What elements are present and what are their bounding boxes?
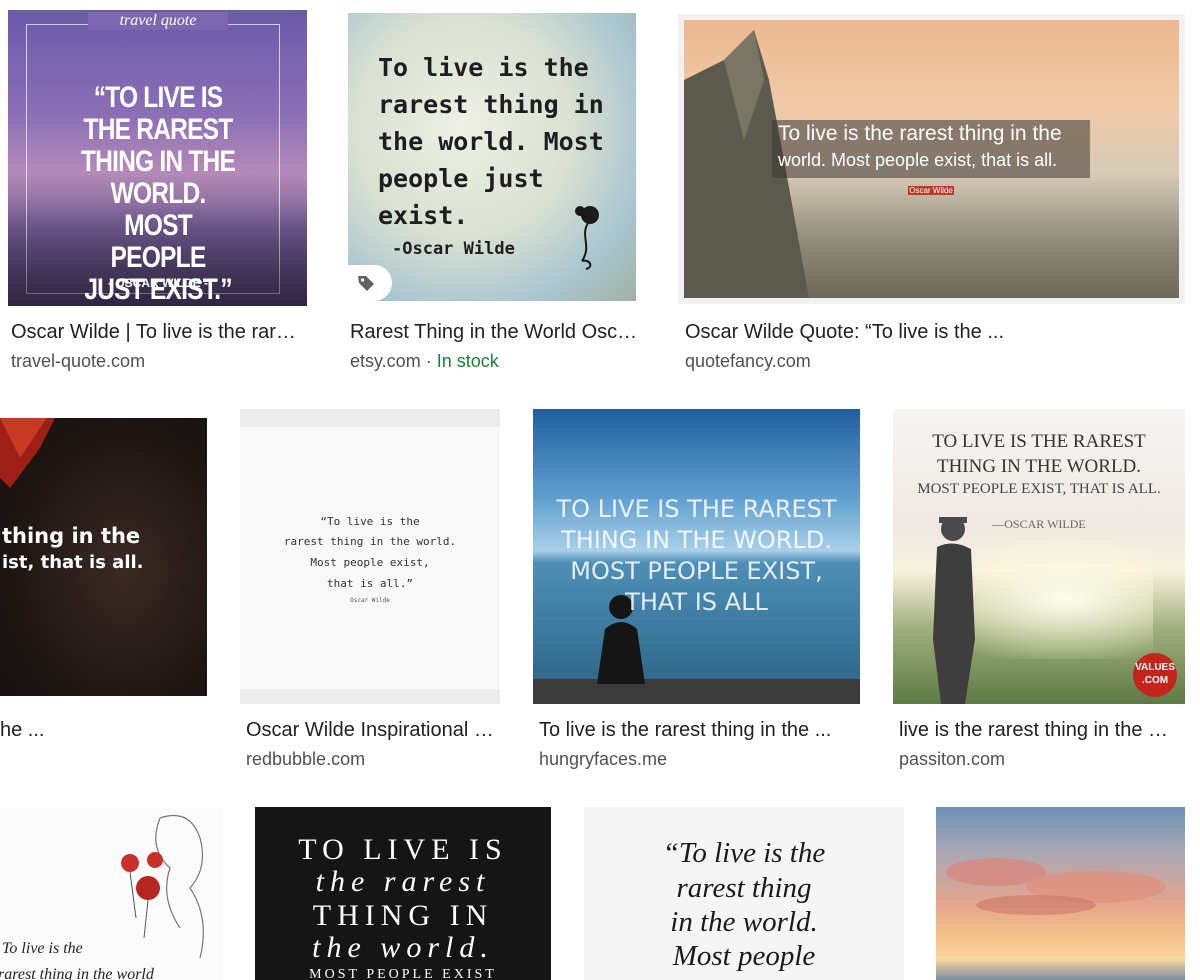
image-result-card[interactable]: To live is the rarest thing in the world — [0, 800, 230, 980]
stock-status: In stock — [436, 351, 499, 371]
separator: · — [425, 351, 432, 371]
quote-line-5: MOST PEOPLE EXIST — [309, 967, 497, 980]
result-title[interactable]: Rarest Thing in the World Osc… — [350, 321, 638, 343]
cliff-shape — [684, 20, 814, 298]
quote-line-2: rarest thing in the world — [0, 966, 154, 980]
tag-button[interactable] — [348, 265, 392, 301]
result-title[interactable]: he ... — [0, 719, 45, 741]
result-thumbnail[interactable]: “To live is the rarest thing in the worl… — [240, 409, 500, 704]
result-thumbnail[interactable]: To live is the rarest thing in the world — [0, 808, 222, 980]
author-text: —OSCAR WILDE — [992, 517, 1086, 531]
quote-text: To live is the rarest thing in the world… — [378, 53, 604, 230]
result-source: etsy.com · In stock — [350, 351, 499, 372]
result-title[interactable]: Oscar Wilde | To live is the rare… — [11, 321, 307, 343]
image-result-card[interactable]: “To live is the rarest thing in the worl… — [232, 405, 512, 785]
quote-line-2: ist, that is all. — [2, 552, 144, 573]
cloud-shape — [946, 847, 1176, 917]
author-text: Oscar Wilde — [350, 597, 390, 604]
tag-icon — [358, 276, 374, 291]
result-title[interactable]: live is the rarest thing in the … — [899, 719, 1169, 741]
quote-bar — [772, 120, 1090, 178]
image-result-card[interactable]: TO LIVE IS THE RAREST THING IN THE WORLD… — [525, 405, 875, 785]
leaf-shape — [0, 418, 90, 498]
quote-line-4: THAT IS ALL — [625, 588, 768, 616]
image-result-card[interactable]: To live is the rarest thing in the world… — [676, 0, 1200, 390]
author-text: -Oscar Wilde — [392, 239, 515, 259]
quote-line-2: the rarest — [315, 865, 491, 898]
result-thumbnail[interactable]: TO LIVE IS THE RAREST THING IN THE WORLD… — [533, 409, 860, 704]
quote-line-1: thing in the — [2, 524, 141, 548]
result-thumbnail[interactable]: travel quote “TO LIVE IS THE RAREST THIN… — [8, 10, 307, 306]
quote-line-3: in the world. — [670, 906, 818, 938]
result-title[interactable]: Oscar Wilde Inspirational … — [246, 719, 494, 741]
result-title[interactable]: Oscar Wilde Quote: “To live is the ... — [685, 321, 1004, 343]
print-area — [240, 427, 500, 689]
flower-icon — [570, 201, 604, 271]
author-text: - OSCAR WILDE - — [108, 276, 208, 290]
quote-line-2: THING IN THE WORLD. — [936, 456, 1142, 477]
result-source[interactable]: redbubble.com — [246, 749, 366, 769]
quote-line-1: TO LIVE IS THE RAREST — [932, 431, 1146, 452]
person-silhouette — [591, 589, 651, 684]
result-thumbnail[interactable]: thing in the ist, that is all. — [0, 418, 207, 696]
result-thumbnail[interactable]: TO LIVE IS THE RAREST THING IN THE WORLD… — [893, 409, 1185, 704]
image-result-card[interactable]: TO LIVE IS the rarest THING IN the world… — [247, 800, 567, 980]
quote-line-2: world. Most people exist, that is all. — [778, 150, 1058, 170]
image-result-card[interactable]: “To live is the rarest thing in the worl… — [576, 800, 916, 980]
quote-line-3: Most people exist, — [310, 556, 430, 569]
quote-line-2: THING IN THE WORLD. — [561, 526, 832, 554]
quote-line-2: rarest thing — [676, 872, 812, 904]
result-source[interactable]: travel-quote.com — [11, 351, 146, 371]
result-thumbnail[interactable]: To live is the rarest thing in the world… — [348, 13, 636, 301]
quote-line-3: MOST PEOPLE EXIST, — [570, 557, 823, 585]
result-source[interactable]: hungryfaces.me — [539, 749, 668, 769]
result-thumbnail[interactable]: To live is the rarest thing in the world… — [684, 20, 1179, 298]
source-domain[interactable]: etsy.com — [350, 351, 421, 371]
quote-line-1: To live is the rarest thing in the — [778, 122, 1062, 145]
result-source[interactable]: quotefancy.com — [685, 351, 811, 371]
image-result-card[interactable]: travel quote “TO LIVE IS THE RAREST THIN… — [0, 0, 320, 390]
image-result-card[interactable]: TO LIVE IS THE RAREST THING IN THE WORLD… — [885, 405, 1200, 785]
quote-line-1: TO LIVE IS THE RAREST — [556, 495, 837, 523]
logo-text: travel quote — [88, 12, 228, 30]
quote-line-2: rarest thing in the world. — [283, 535, 457, 548]
result-thumbnail[interactable] — [936, 807, 1185, 980]
image-result-card[interactable] — [928, 800, 1200, 980]
quote-line-4: the world. — [312, 931, 494, 964]
result-title[interactable]: To live is the rarest thing in the ... — [539, 719, 832, 741]
result-thumbnail[interactable]: “To live is the rarest thing in the worl… — [584, 807, 904, 980]
rocks-shape — [533, 679, 860, 704]
quote-line-4: Most people — [672, 940, 816, 972]
lake-shading — [8, 200, 307, 306]
quote-text: “TO LIVE IS THE RAREST THING IN THE WORL… — [80, 81, 236, 306]
quote-line-1: To live is the — [2, 940, 83, 957]
line-art-figure — [100, 808, 222, 980]
result-thumbnail[interactable]: TO LIVE IS the rarest THING IN the world… — [255, 807, 551, 980]
quote-line-1: “To live is the — [662, 837, 826, 869]
quote-line-4: that is all.” — [326, 577, 414, 590]
author-badge: Oscar Wilde — [908, 186, 954, 195]
quote-line-1: “To live is the — [320, 515, 420, 528]
result-source[interactable]: passiton.com — [899, 749, 1006, 769]
values-logo: VALUES .COM — [1133, 653, 1177, 697]
quote-line-3: THING IN — [312, 899, 494, 932]
quote-line-3: MOST PEOPLE EXIST, THAT IS ALL. — [917, 481, 1161, 497]
image-result-card[interactable]: thing in the ist, that is all. he ... — [0, 405, 215, 785]
quote-line-1: TO LIVE IS — [298, 833, 508, 866]
image-result-card[interactable]: To live is the rarest thing in the world… — [340, 0, 660, 390]
person-silhouette — [921, 509, 981, 704]
